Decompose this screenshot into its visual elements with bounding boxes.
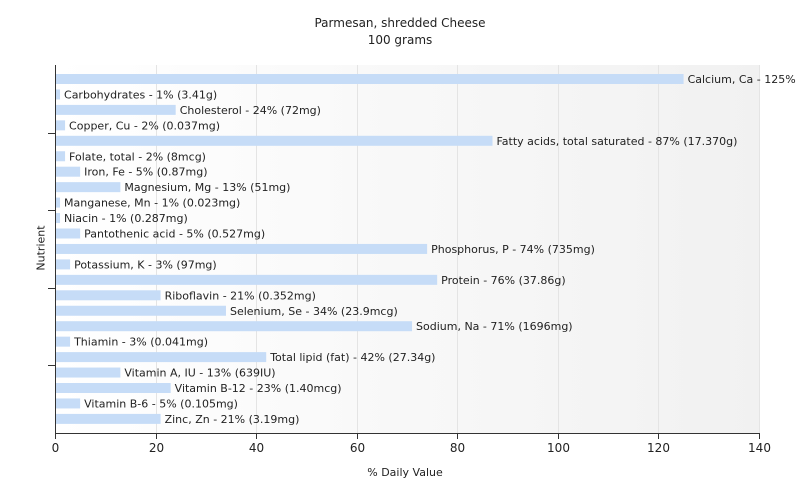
- bar-label: Magnesium, Mg - 13% (51mg): [124, 181, 290, 194]
- bar: [56, 321, 413, 332]
- bar-label: Total lipid (fat) - 42% (27.34g): [269, 351, 435, 364]
- x-tick-label: 100: [547, 441, 570, 455]
- x-tick-label: 0: [52, 441, 60, 455]
- bar: [56, 413, 161, 424]
- y-axis-label: Nutrient: [34, 225, 48, 271]
- x-tick-label: 120: [647, 441, 670, 455]
- chart-title: Parmesan, shredded Cheese: [314, 16, 486, 30]
- bar: [56, 135, 493, 146]
- bar: [56, 166, 81, 177]
- bar-label: Selenium, Se - 34% (23.9mcg): [230, 305, 398, 318]
- bar-label: Carbohydrates - 1% (3.41g): [64, 88, 217, 101]
- bar: [56, 197, 61, 208]
- bar: [56, 383, 171, 393]
- bar-label: Vitamin B-6 - 5% (0.105mg): [84, 397, 238, 410]
- bar: [56, 151, 66, 162]
- bar: [56, 74, 684, 84]
- bar-label: Pantothenic acid - 5% (0.527mg): [84, 228, 265, 241]
- bar: [56, 336, 71, 347]
- x-tick-label: 40: [249, 441, 264, 455]
- x-axis-label: % Daily Value: [367, 466, 443, 479]
- bar-label: Iron, Fe - 5% (0.87mg): [84, 166, 207, 179]
- x-tick-label: 140: [748, 441, 771, 455]
- bar: [56, 120, 66, 131]
- x-tick-label: 60: [350, 441, 365, 455]
- bar: [56, 290, 161, 301]
- bar: [56, 352, 267, 363]
- bar: [56, 398, 81, 409]
- bar: [56, 367, 121, 378]
- bar-label: Phosphorus, P - 74% (735mg): [431, 243, 595, 256]
- bar: [56, 228, 81, 239]
- bar-label: Protein - 76% (37.86g): [441, 274, 566, 287]
- x-tick-label: 20: [149, 441, 164, 455]
- bar-label: Potassium, K - 3% (97mg): [74, 258, 217, 271]
- bar-label: Zinc, Zn - 21% (3.19mg): [165, 413, 300, 426]
- bar: [56, 182, 121, 193]
- bar: [56, 305, 226, 316]
- bar-label: Thiamin - 3% (0.041mg): [73, 336, 208, 349]
- bar-label: Copper, Cu - 2% (0.037mg): [69, 119, 220, 132]
- bar-label: Vitamin B-12 - 23% (1.40mcg): [175, 382, 342, 395]
- bar: [56, 274, 438, 285]
- bar-label: Niacin - 1% (0.287mg): [64, 212, 188, 225]
- bar-label: Sodium, Na - 71% (1696mg): [416, 320, 573, 333]
- bar: [56, 259, 71, 270]
- bar: [56, 89, 61, 100]
- bar: [56, 213, 61, 224]
- chart-subtitle: 100 grams: [367, 33, 433, 47]
- bar-label: Fatty acids, total saturated - 87% (17.3…: [496, 135, 737, 148]
- bar: [56, 104, 176, 115]
- bar-label: Vitamin A, IU - 13% (639IU): [124, 367, 275, 380]
- bar-label: Folate, total - 2% (8mcg): [69, 150, 206, 163]
- bar-label: Cholesterol - 24% (72mg): [180, 104, 321, 117]
- bar-label: Calcium, Ca - 125% (1253mg): [688, 73, 800, 86]
- bar-label: Riboflavin - 21% (0.352mg): [165, 289, 316, 302]
- x-tick-label: 80: [450, 441, 465, 455]
- bar-label: Manganese, Mn - 1% (0.023mg): [64, 197, 240, 210]
- bar: [56, 243, 428, 254]
